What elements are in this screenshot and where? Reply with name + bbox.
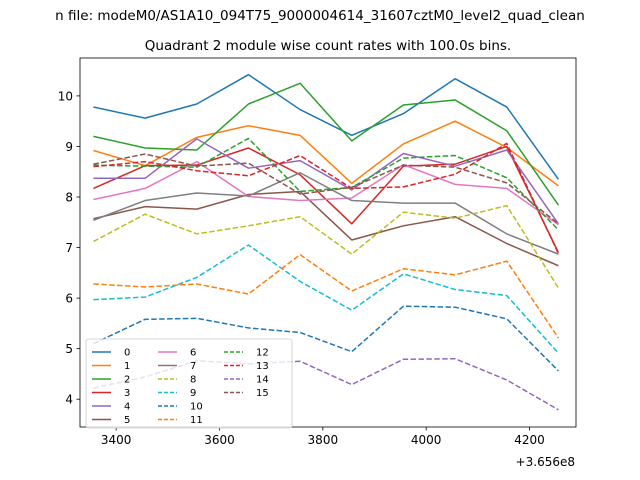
figure-suptitle: n file: modeM0/AS1A10_094T75_9000004614_… <box>55 8 585 24</box>
legend-label-10: 10 <box>190 402 203 413</box>
series-line-12 <box>93 137 559 231</box>
legend-label-9: 9 <box>190 388 196 399</box>
x-tick-label: 4000 <box>411 433 442 447</box>
legend-label-13: 13 <box>256 361 269 372</box>
legend-label-12: 12 <box>256 348 269 359</box>
series-line-7 <box>93 171 559 255</box>
y-tick-label: 9 <box>65 140 73 154</box>
series-line-0 <box>93 73 560 180</box>
legend-label-1: 1 <box>124 361 130 372</box>
legend-label-11: 11 <box>190 415 203 426</box>
legend-label-0: 0 <box>124 348 130 359</box>
y-tick-label: 8 <box>65 191 73 205</box>
series-line-11 <box>93 253 560 339</box>
series-line-2 <box>93 82 560 206</box>
series-line-9 <box>93 244 559 354</box>
legend-label-8: 8 <box>190 375 196 386</box>
series-line-15 <box>93 153 559 225</box>
series-line-6 <box>93 160 559 226</box>
y-tick-label: 6 <box>65 292 73 306</box>
series-line-1 <box>93 120 559 187</box>
legend-label-3: 3 <box>124 388 130 399</box>
legend-label-6: 6 <box>190 348 196 359</box>
x-tick-label: 3800 <box>308 433 339 447</box>
x-offset-label: +3.656e8 <box>516 455 575 469</box>
legend-label-14: 14 <box>256 375 269 386</box>
y-tick-label: 5 <box>65 342 73 356</box>
chart-title: Quadrant 2 module wise count rates with … <box>145 38 511 54</box>
series-line-5 <box>93 190 559 267</box>
x-tick-label: 4200 <box>514 433 545 447</box>
legend-label-15: 15 <box>256 388 269 399</box>
plot-frame <box>79 57 577 428</box>
series-line-8 <box>93 204 560 289</box>
legend-label-4: 4 <box>124 402 130 413</box>
legend-label-7: 7 <box>190 361 196 372</box>
y-tick-label: 7 <box>65 241 73 255</box>
series-group <box>93 73 560 411</box>
y-tick-label: 10 <box>58 89 73 103</box>
legend-label-2: 2 <box>124 375 130 386</box>
x-tick-label: 3400 <box>101 433 132 447</box>
x-tick-label: 3600 <box>204 433 235 447</box>
y-tick-label: 4 <box>65 393 73 407</box>
legend-box <box>85 338 293 429</box>
legend-label-5: 5 <box>124 415 130 426</box>
series-line-13 <box>93 142 560 254</box>
series-line-10 <box>93 305 559 372</box>
